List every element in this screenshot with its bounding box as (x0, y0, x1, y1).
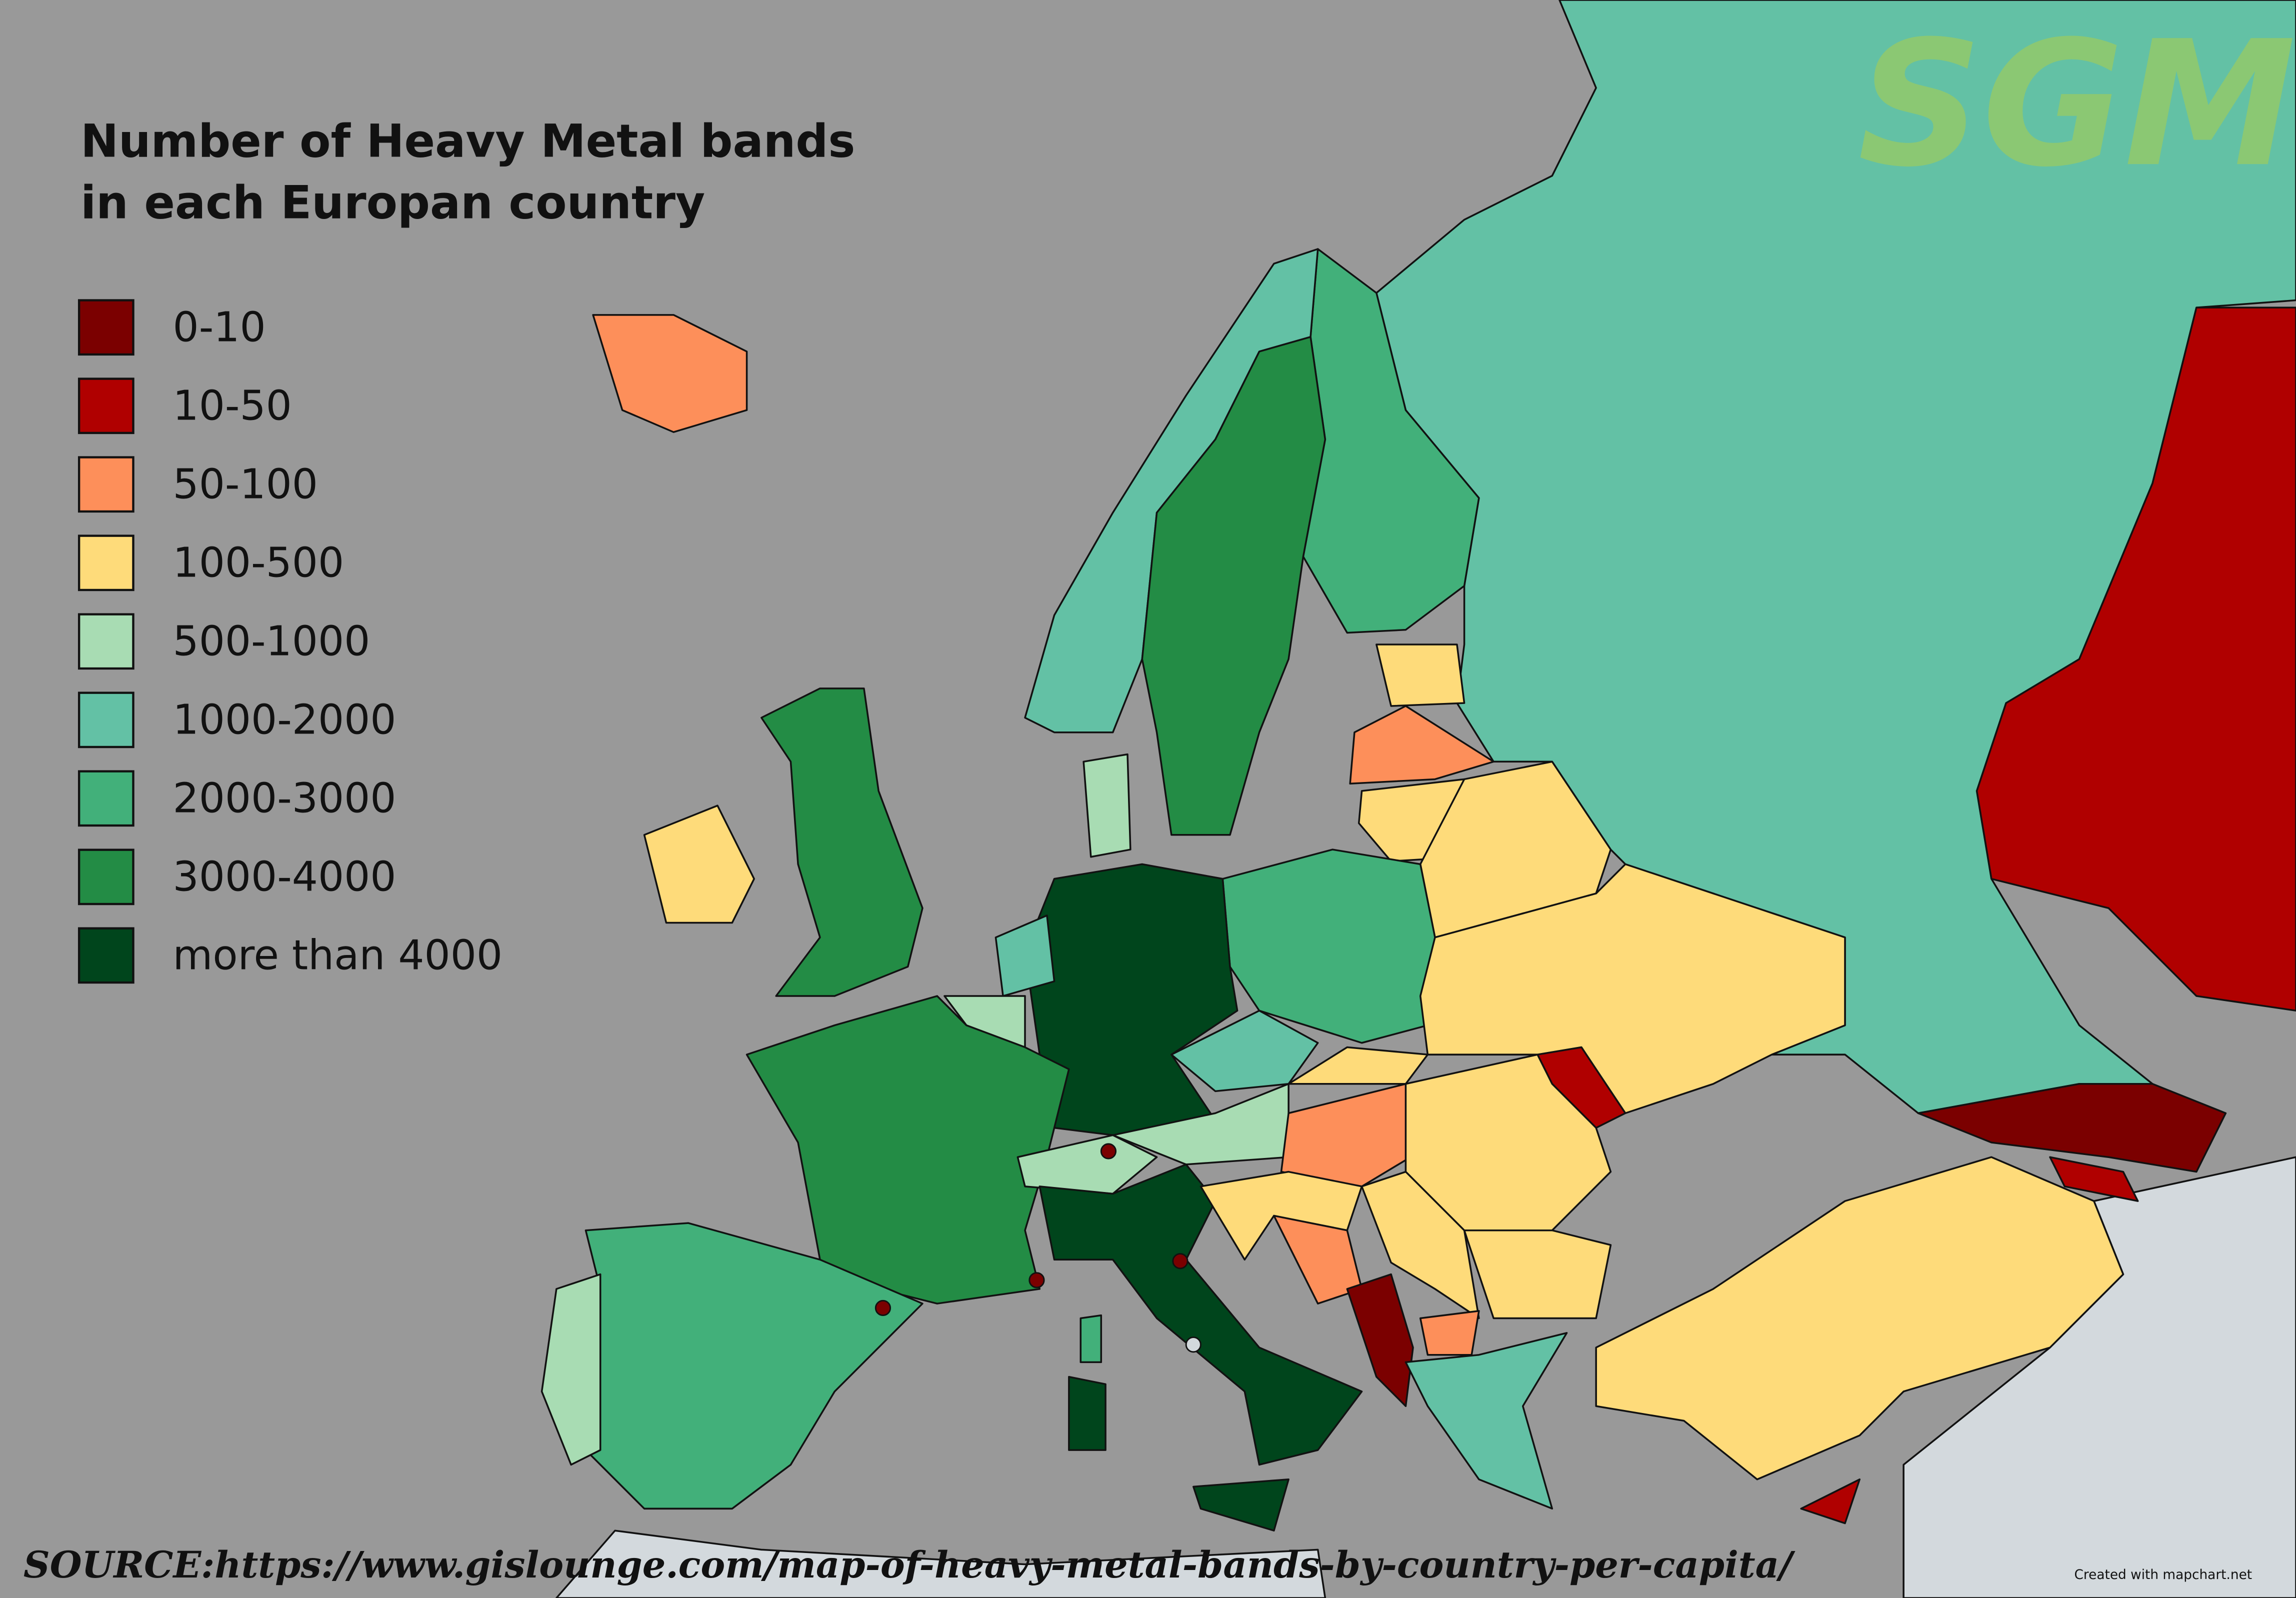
country (540, 1273, 602, 1466)
microstates (874, 1143, 1202, 1353)
legend-label: 100-500 (173, 540, 344, 587)
country (1192, 1478, 1290, 1532)
country (1141, 336, 1326, 836)
country (1068, 1376, 1106, 1451)
legend-label: 3000-4000 (173, 854, 396, 901)
country (1404, 1332, 1568, 1510)
title-line: in each Europan country (80, 176, 705, 229)
legend-swatch (78, 299, 134, 356)
country (1976, 306, 2296, 1012)
country (1595, 1156, 2124, 1480)
title-line: Number of Heavy Metal bands (80, 115, 855, 168)
country (1800, 1478, 1861, 1524)
country (1280, 1083, 1436, 1188)
legend-swatch (78, 848, 134, 906)
legend-label: 0-10 (173, 304, 266, 352)
microstate-dot (1100, 1143, 1117, 1160)
countries (540, 0, 2296, 1532)
legend-label: 2000-3000 (173, 775, 396, 822)
country (1170, 1010, 1319, 1092)
country (1024, 863, 1238, 1136)
country (592, 314, 748, 433)
country (1360, 1170, 1480, 1320)
legend-label: 500-1000 (173, 618, 370, 666)
microstate-dot (874, 1300, 892, 1316)
country (1080, 1314, 1102, 1364)
title: Number of Heavy Metal bands in each Europ… (80, 115, 855, 229)
legend-swatch (78, 378, 134, 434)
legend-label: 10-50 (173, 382, 292, 430)
country (994, 914, 1056, 997)
country (1419, 1310, 1480, 1356)
legend-label: 50-100 (173, 461, 318, 508)
country (643, 804, 755, 924)
country (2049, 1156, 2139, 1202)
country (1917, 1083, 2227, 1173)
microstate-dot (1185, 1336, 1202, 1353)
country (1038, 1164, 1363, 1466)
legend-swatch (78, 692, 134, 748)
country (760, 688, 924, 997)
country (1349, 705, 1494, 784)
country (1346, 1273, 1414, 1408)
country (1082, 753, 1132, 858)
legend-swatch (78, 927, 134, 984)
outside-region (556, 1530, 1326, 1598)
country (1376, 644, 1466, 707)
legend-swatch (78, 613, 134, 670)
credit: Created with mapchart.net (2074, 1568, 2252, 1582)
source: SOURCE:https://www.gislounge.com/map-of-… (24, 1544, 1796, 1586)
legend: 0-10 10-50 50-100 100-500 500-1000 1000-2000 2… (78, 299, 502, 984)
legend-swatch (78, 770, 134, 827)
country (1463, 1229, 1612, 1320)
microstate-dot (1028, 1272, 1045, 1288)
legend-swatch (78, 456, 134, 513)
microstate-dot (1172, 1253, 1188, 1270)
watermark: SGM (1858, 4, 2296, 205)
legend-label: more than 4000 (173, 932, 502, 980)
country (1016, 1134, 1158, 1195)
legend-swatch (78, 534, 134, 592)
legend-label: 1000-2000 (173, 696, 396, 744)
